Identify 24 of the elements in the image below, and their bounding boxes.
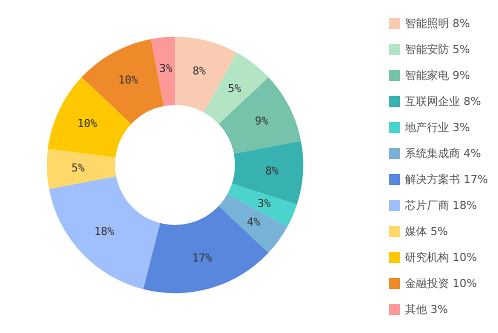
legend-label: 智能家电 9% bbox=[405, 69, 470, 82]
data-label: 10% bbox=[77, 117, 98, 130]
legend-label: 智能照明 8% bbox=[405, 17, 470, 30]
data-label: 3% bbox=[159, 62, 173, 75]
legend-label: 媒体 5% bbox=[405, 225, 448, 238]
data-label: 4% bbox=[246, 216, 261, 229]
legend-label: 其他 3% bbox=[405, 303, 448, 316]
legend-label: 研究机构 10% bbox=[405, 251, 478, 264]
data-label: 5% bbox=[228, 82, 242, 95]
data-label: 17% bbox=[192, 252, 212, 265]
legend-label: 智能安防 5% bbox=[405, 43, 470, 56]
legend-label: 互联网企业 8% bbox=[405, 95, 482, 108]
legend-label: 地产行业 3% bbox=[404, 121, 470, 134]
data-label: 18% bbox=[94, 224, 115, 238]
legend-label: 解决方案书 17% bbox=[405, 173, 488, 186]
data-label: 8% bbox=[192, 64, 206, 78]
legend-label: 金融投资 10% bbox=[405, 277, 478, 290]
data-label: 9% bbox=[254, 114, 268, 128]
legend-label: 系统集成商 4% bbox=[405, 147, 482, 160]
data-label: 8% bbox=[265, 164, 279, 178]
legend-label: 芯片厂商 18% bbox=[404, 199, 478, 212]
data-label: 10% bbox=[118, 73, 139, 86]
data-label: 5% bbox=[71, 162, 85, 175]
data-label: 3% bbox=[257, 197, 272, 210]
